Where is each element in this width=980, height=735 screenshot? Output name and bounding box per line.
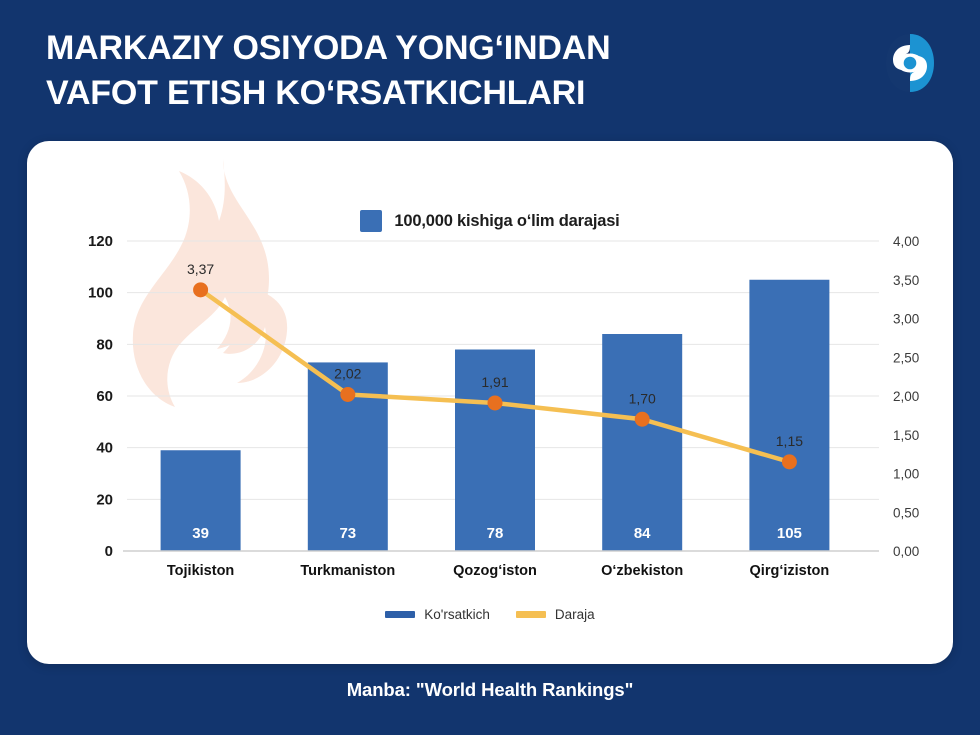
svg-text:60: 60 [96,388,113,405]
bar-legend-swatch [385,611,416,618]
bar-series [160,279,830,551]
category-labels: Tojikiston Turkmaniston Qozog‘iston O‘zbeki… [167,563,829,579]
series-legend-swatch [360,210,383,232]
svg-text:0,00: 0,00 [893,544,919,559]
bar-3 [602,334,683,551]
svg-text:0,50: 0,50 [893,505,919,520]
legend-label-korsatkich: Ko'rsatkich [424,607,490,622]
svg-text:1,15: 1,15 [776,433,803,449]
svg-text:84: 84 [634,525,651,542]
series-legend-label: 100,000 kishiga o‘lim darajasi [394,211,620,230]
source-caption: Manba: "World Health Rankings" [346,679,634,700]
svg-text:1,00: 1,00 [893,467,919,482]
eye-circle-logo-icon [884,32,936,94]
svg-text:Turkmaniston: Turkmaniston [300,563,395,579]
svg-text:100: 100 [88,285,113,302]
line-marker-4 [781,454,797,470]
line-value-labels: 3,37 2,02 1,91 1,70 1,15 [187,261,803,449]
line-marker-3 [634,411,650,427]
left-axis-ticks: 0 20 40 60 80 100 120 [88,233,113,560]
bottom-legend: Ko'rsatkich Daraja [27,607,953,622]
bar-value-labels: 39 73 78 84 105 [192,525,802,542]
svg-text:Qozog‘iston: Qozog‘iston [453,563,537,579]
legend-item-daraja[interactable]: Daraja [515,607,595,622]
svg-text:0: 0 [105,543,113,560]
legend-label-daraja: Daraja [554,607,595,622]
series-legend: 100,000 kishiga o‘lim darajasi [27,210,953,232]
svg-text:4,00: 4,00 [893,234,919,249]
legend-item-korsatkich[interactable]: Ko'rsatkich [385,607,490,622]
svg-text:3,50: 3,50 [893,273,919,288]
line-marker-0 [193,282,209,298]
svg-text:Qirg‘iziston: Qirg‘iziston [750,563,830,579]
svg-text:39: 39 [192,525,209,542]
svg-text:1,70: 1,70 [629,390,656,406]
bar-0 [160,450,241,551]
svg-text:O‘zbekiston: O‘zbekiston [601,563,683,579]
right-axis-ticks: 0,00 0,50 1,00 1,50 2,00 2,50 3,00 3,50 4,00 [893,234,919,559]
bar-4 [749,279,830,551]
svg-text:40: 40 [96,440,113,457]
svg-text:1,50: 1,50 [893,428,919,443]
line-marker-1 [340,386,356,402]
svg-text:80: 80 [96,336,113,353]
svg-text:78: 78 [487,525,504,542]
svg-text:1,91: 1,91 [481,374,508,390]
line-legend-swatch [515,611,546,618]
page-header: MARKAZIY OSIYODA YONG‘INDAN VAFOT ETISH … [0,0,980,140]
combo-chart-svg: 0 20 40 60 80 100 120 0,00 0,50 1,00 1,50 2,00 2,50… [88,233,919,579]
svg-text:3,00: 3,00 [893,312,919,327]
svg-text:2,50: 2,50 [893,350,919,365]
svg-text:2,02: 2,02 [334,365,361,381]
line-marker-2 [487,395,503,411]
bar-2 [455,349,535,551]
svg-text:Tojikiston: Tojikiston [167,563,234,579]
svg-text:20: 20 [96,491,113,508]
svg-text:120: 120 [88,233,113,250]
svg-text:3,37: 3,37 [187,261,214,277]
line-series [193,282,797,470]
svg-text:105: 105 [777,525,802,542]
svg-text:73: 73 [339,525,356,542]
chart-card: 100,000 kishiga o‘lim darajasi 0 20 40 60 80… [27,141,953,664]
plot-area: 0 20 40 60 80 100 120 0,00 0,50 1,00 1,50 2,00 2,50… [27,141,953,664]
svg-text:2,00: 2,00 [893,389,919,404]
page-title: MARKAZIY OSIYODA YONG‘INDAN VAFOT ETISH … [46,29,611,112]
